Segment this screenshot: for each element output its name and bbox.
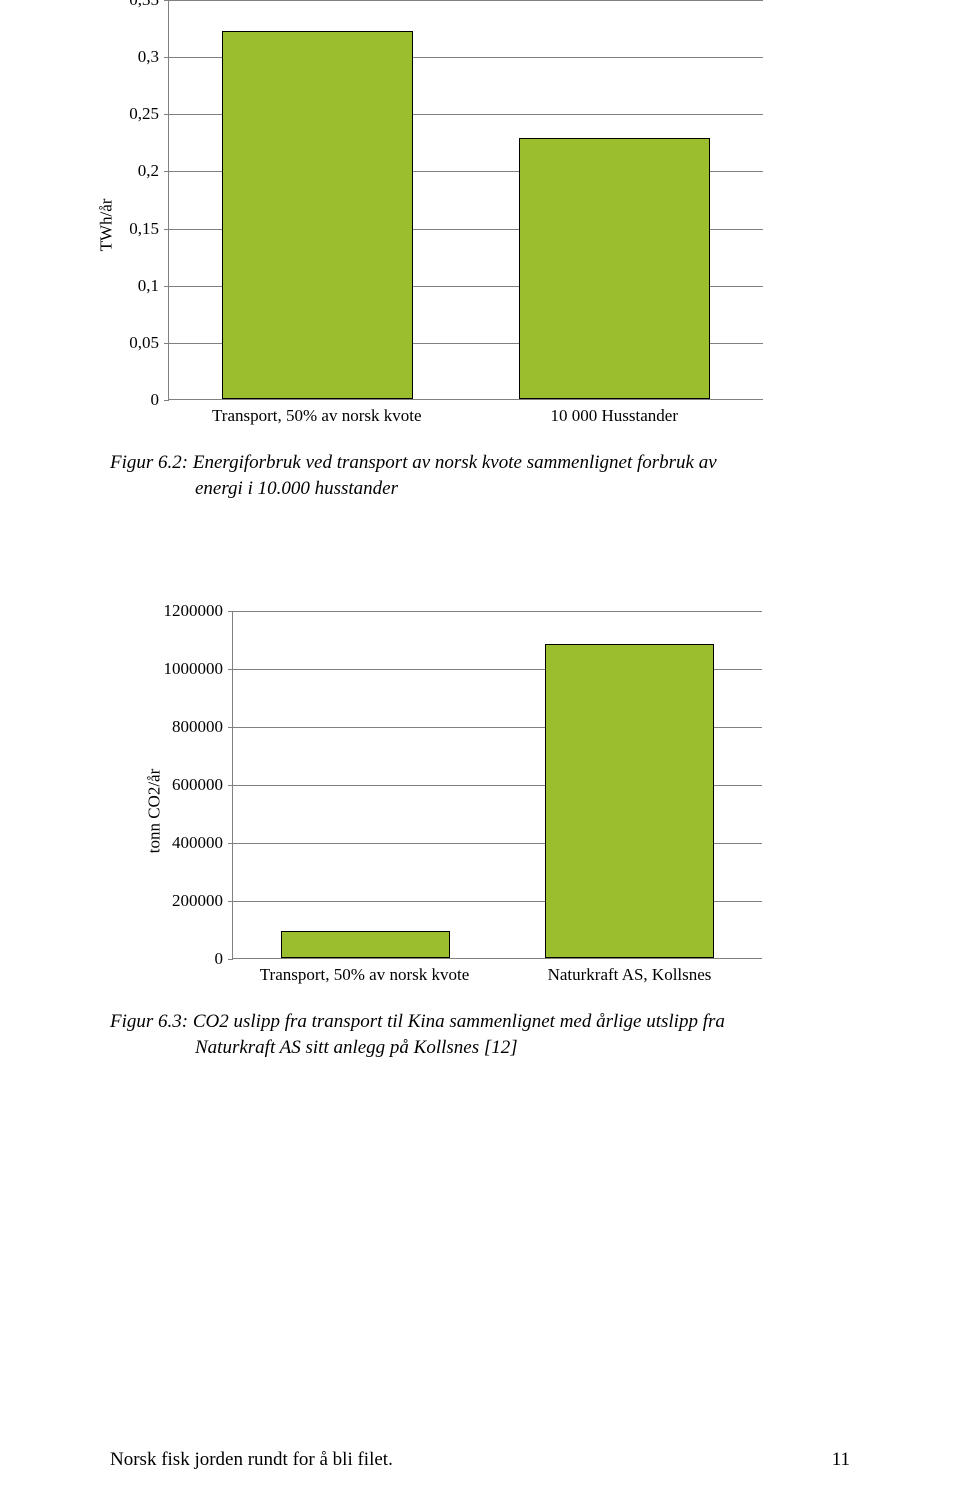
- y-tick-label: 0,1: [79, 276, 159, 296]
- y-tick-label: 800000: [143, 717, 223, 737]
- y-tick-label: 1000000: [143, 659, 223, 679]
- chart1-plot-area: 0,350,30,250,20,150,10,050: [168, 0, 763, 400]
- y-tick-label: 0,25: [79, 104, 159, 124]
- bar: [545, 644, 714, 959]
- chart2-plot-area: 120000010000008000006000004000002000000: [232, 611, 762, 959]
- y-tick-label: 0: [79, 390, 159, 410]
- y-tick-label: 0,05: [79, 333, 159, 353]
- y-tick-label: 0,15: [79, 219, 159, 239]
- y-tick-label: 1200000: [143, 601, 223, 621]
- bar-slot: [169, 0, 466, 399]
- y-tick-label: 0,2: [79, 161, 159, 181]
- x-axis-label: Naturkraft AS, Kollsnes: [497, 965, 762, 985]
- chart1-caption-lead: Figur 6.2:: [110, 452, 188, 473]
- x-axis-label: Transport, 50% av norsk kvote: [232, 965, 497, 985]
- y-tick-label: 0,35: [79, 0, 159, 10]
- chart2-caption-body: CO2 uslipp fra transport til Kina sammen…: [193, 1011, 725, 1032]
- tick-mark: [228, 959, 233, 960]
- y-tick-label: 600000: [143, 775, 223, 795]
- chart-2: tonn CO2/år 1200000100000080000060000040…: [232, 611, 850, 985]
- bar-slot: [498, 611, 763, 958]
- y-tick-label: 400000: [143, 833, 223, 853]
- chart2-caption-line2: Naturkraft AS sitt anlegg på Kollsnes [1…: [195, 1037, 518, 1058]
- chart1-caption-body: Energiforbruk ved transport av norsk kvo…: [193, 452, 717, 473]
- y-tick-label: 0,3: [79, 47, 159, 67]
- chart-1: TWh/år 0,350,30,250,20,150,10,050 Transp…: [168, 0, 850, 426]
- x-axis-label: 10 000 Husstander: [466, 406, 764, 426]
- footer-page-number: 11: [832, 1449, 850, 1471]
- bar: [281, 931, 450, 959]
- chart2-caption-lead: Figur 6.3:: [110, 1011, 188, 1032]
- bar-slot: [233, 611, 498, 958]
- x-axis-label: Transport, 50% av norsk kvote: [168, 406, 466, 426]
- chart1-caption-line2: energi i 10.000 husstander: [195, 478, 398, 499]
- footer-left: Norsk fisk jorden rundt for å bli filet.: [110, 1449, 393, 1471]
- y-tick-label: 0: [143, 949, 223, 969]
- tick-mark: [164, 400, 169, 401]
- y-tick-label: 200000: [143, 891, 223, 911]
- bar: [519, 138, 709, 399]
- bar: [222, 31, 412, 399]
- bar-slot: [466, 0, 763, 399]
